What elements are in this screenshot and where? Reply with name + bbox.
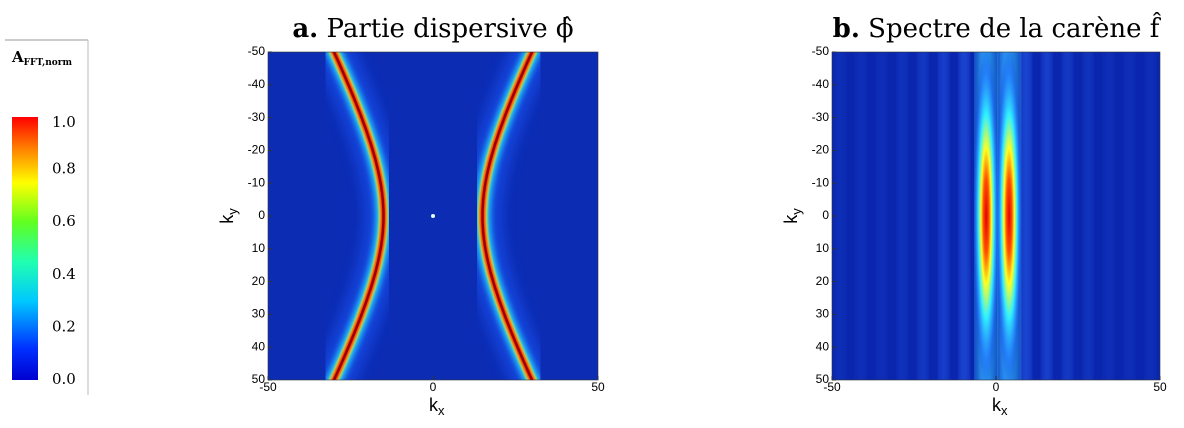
- y-tick-label: -50: [248, 44, 266, 58]
- colorbar-title-sub: FFT,norm: [24, 58, 73, 68]
- x-tick-label: -50: [823, 380, 841, 394]
- y-tick-label: 20: [252, 274, 266, 288]
- heatmap-stripe: [897, 52, 908, 380]
- x-tick-label: -50: [259, 380, 277, 394]
- colorbar-tick-label: 0.2: [52, 317, 76, 335]
- y-tick-label: 0: [822, 208, 829, 222]
- heatmap: [268, 52, 598, 380]
- y-axis-label-sub: y: [789, 208, 804, 215]
- x-axis-label-sub: x: [1001, 403, 1008, 418]
- heatmap-stripe: [876, 52, 887, 380]
- heatmap-stripe: [835, 52, 846, 380]
- x-tick-label: 50: [1153, 380, 1167, 394]
- y-tick-label: -20: [812, 143, 830, 157]
- panel-title-text: Partie dispersive ϕ̂: [327, 14, 574, 44]
- x-tick-label: 50: [591, 380, 605, 394]
- y-tick-label: -50: [812, 44, 830, 58]
- heatmap: [832, 52, 1160, 380]
- heatmap-stripe: [855, 52, 866, 380]
- y-tick-label: 30: [252, 307, 266, 321]
- y-tick-label: 50: [252, 372, 266, 386]
- heatmap-ridge: [332, 52, 385, 380]
- heatmap-stripe: [917, 52, 928, 380]
- x-tick-label: 0: [993, 380, 1000, 394]
- panel-title-text: Spectre de la carène f̂: [868, 12, 1162, 44]
- panel-title: a. Partie dispersive ϕ̂: [292, 14, 573, 44]
- y-tick-label: 30: [816, 307, 830, 321]
- y-tick-label: -30: [812, 110, 830, 124]
- panel-label: a.: [292, 14, 318, 44]
- heatmap-stripe: [1041, 52, 1052, 380]
- y-tick-label: -10: [812, 175, 830, 189]
- panel-title: b. Spectre de la carène f̂: [833, 12, 1162, 44]
- y-tick-label: -40: [248, 77, 266, 91]
- colorbar-tick-label: 1.0: [52, 113, 76, 131]
- heatmap-stripe: [959, 52, 970, 380]
- colorbar-tick-label: 0.4: [52, 265, 76, 283]
- heatmap-stripe: [1083, 52, 1094, 380]
- y-tick-label: -10: [248, 175, 266, 189]
- heatmap-stripe: [1062, 52, 1073, 380]
- colorbar-title-main: A: [11, 48, 24, 66]
- y-tick-label: 20: [816, 274, 830, 288]
- heatmap-center: [431, 214, 435, 218]
- colorbar-title: AFFT,norm: [11, 48, 73, 68]
- y-axis-label: ky: [217, 208, 241, 224]
- x-axis-label: kx: [429, 395, 445, 419]
- x-axis-label-sub: x: [438, 403, 445, 418]
- panel-label: b.: [833, 14, 860, 44]
- y-tick-label: -30: [248, 110, 266, 124]
- heatmap-stripe: [1124, 52, 1135, 380]
- y-tick-label: 10: [252, 241, 266, 255]
- y-axis-label: ky: [781, 208, 805, 224]
- colorbar-tick-label: 0.8: [52, 160, 76, 178]
- y-tick-label: -40: [812, 77, 830, 91]
- heatmap-ridge: [481, 52, 534, 380]
- y-tick-label: 50: [816, 372, 830, 386]
- x-axis-label-main: k: [429, 395, 439, 415]
- heatmap-stripe: [1103, 52, 1114, 380]
- colorbar-tick-label: 0.6: [52, 212, 76, 230]
- y-axis-label-main: k: [217, 214, 237, 224]
- heatmap-stripe: [938, 52, 949, 380]
- x-axis-label-main: k: [992, 395, 1002, 415]
- y-tick-label: 40: [252, 339, 266, 353]
- colorbar: [12, 117, 38, 380]
- x-tick-label: 0: [430, 380, 437, 394]
- x-axis-label: kx: [992, 395, 1008, 419]
- y-tick-label: 0: [258, 208, 265, 222]
- y-tick-label: 10: [816, 241, 830, 255]
- y-tick-label: -20: [248, 143, 266, 157]
- y-axis-label-main: k: [781, 214, 801, 224]
- colorbar-tick-label: 0.0: [52, 370, 76, 388]
- heatmap-stripe: [1021, 52, 1032, 380]
- y-tick-label: 40: [816, 339, 830, 353]
- heatmap-stripe: [1145, 52, 1156, 380]
- heatmap-lobe: [973, 52, 1000, 380]
- heatmap-lobe: [996, 52, 1023, 380]
- y-axis-label-sub: y: [225, 208, 240, 215]
